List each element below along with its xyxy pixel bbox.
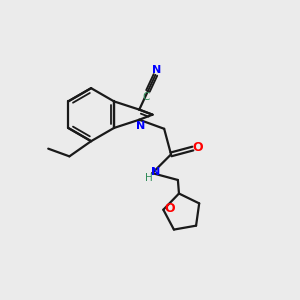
Text: N: N <box>152 64 161 75</box>
Text: O: O <box>164 202 175 215</box>
Text: H: H <box>146 173 153 183</box>
Text: N: N <box>151 167 160 177</box>
Text: C: C <box>143 92 150 102</box>
Text: O: O <box>193 141 203 154</box>
Text: N: N <box>136 121 146 131</box>
